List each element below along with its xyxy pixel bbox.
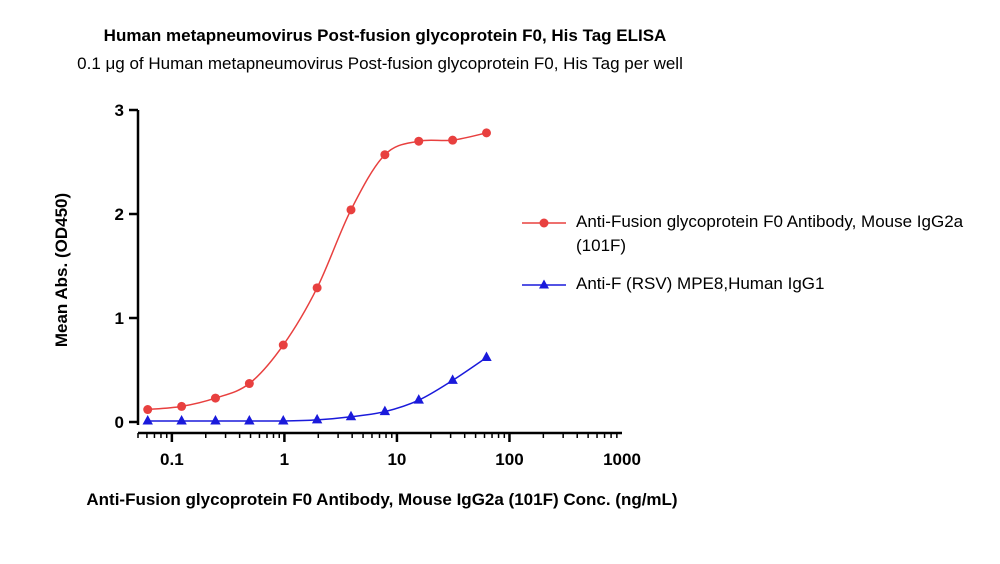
chart-subtitle: 0.1 μg of Human metapneumovirus Post-fus… <box>77 54 683 73</box>
data-point <box>413 394 424 404</box>
x-tick-label: 0.1 <box>160 450 184 469</box>
legend: Anti-Fusion glycoprotein F0 Antibody, Mo… <box>520 210 990 312</box>
legend-swatch-triangle <box>520 272 570 298</box>
data-point <box>448 135 458 145</box>
data-point <box>210 414 221 425</box>
data-point <box>143 405 153 415</box>
legend-label: Anti-Fusion glycoprotein F0 Antibody, Mo… <box>576 212 964 255</box>
x-axis-label: Anti-Fusion glycoprotein F0 Antibody, Mo… <box>86 490 678 509</box>
data-point <box>481 351 492 362</box>
y-tick-label: 0 <box>115 413 124 432</box>
y-tick-label: 2 <box>115 205 124 224</box>
data-point <box>481 128 491 138</box>
data-point <box>312 283 322 293</box>
chart-title: Human metapneumovirus Post-fusion glycop… <box>103 26 667 45</box>
data-point <box>177 401 187 411</box>
data-point <box>244 414 255 425</box>
series-line-1 <box>147 356 487 422</box>
legend-swatch-circle <box>520 210 570 236</box>
data-point <box>447 374 458 384</box>
series-line-0 <box>147 132 487 411</box>
data-point <box>346 205 356 215</box>
x-tick-label: 1 <box>280 450 289 469</box>
data-point <box>380 150 390 160</box>
data-point <box>142 414 153 425</box>
y-tick-label: 3 <box>115 101 124 120</box>
data-point <box>311 413 323 424</box>
legend-item-mpe8: Anti-F (RSV) MPE8,Human IgG1 <box>520 272 990 298</box>
data-point <box>278 414 289 425</box>
y-tick-label: 1 <box>115 309 124 328</box>
legend-label: Anti-F (RSV) MPE8,Human IgG1 <box>576 274 825 293</box>
x-tick-label: 1000 <box>603 450 641 469</box>
data-point <box>345 410 357 421</box>
x-tick-label: 10 <box>387 450 406 469</box>
data-point <box>210 393 220 403</box>
data-point <box>278 340 288 350</box>
data-point <box>414 136 424 146</box>
data-point <box>379 405 391 416</box>
data-point <box>244 379 254 389</box>
y-axis-label: Mean Abs. (OD450) <box>52 192 71 348</box>
x-tick-label: 100 <box>495 450 523 469</box>
legend-item-101f: Anti-Fusion glycoprotein F0 Antibody, Mo… <box>520 210 990 258</box>
data-point <box>176 414 187 425</box>
